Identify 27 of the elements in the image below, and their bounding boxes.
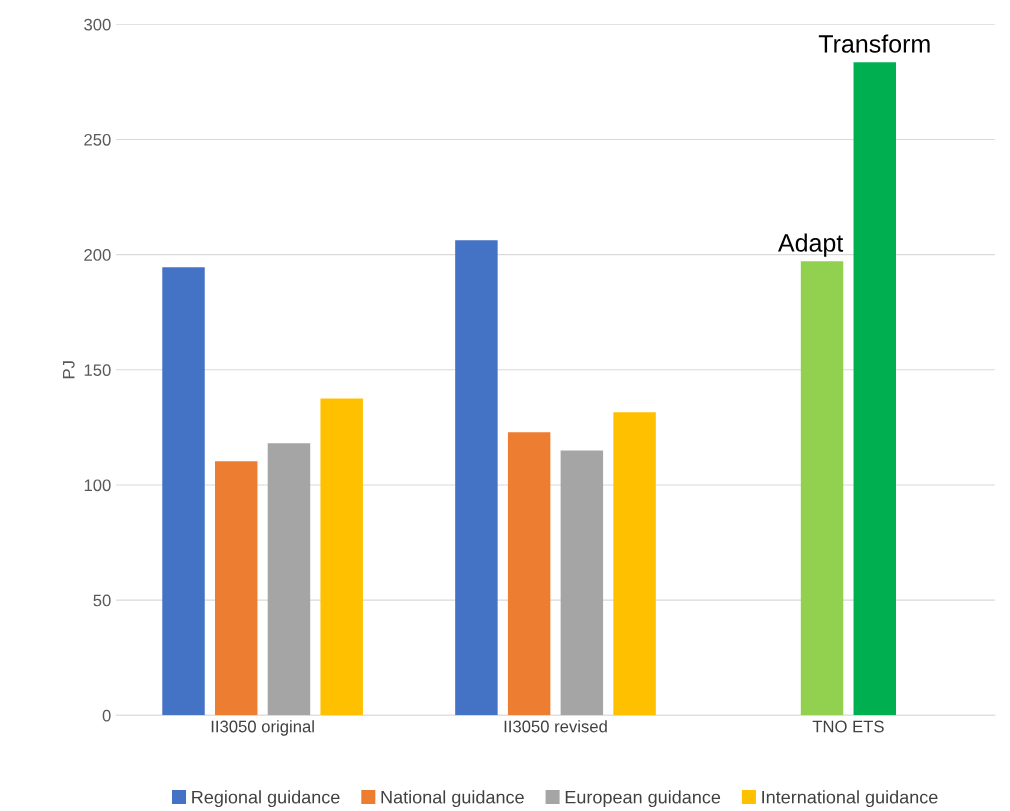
series-label: Transform [818,34,930,53]
bar [800,261,844,716]
y-axis-title: PJ [63,361,75,379]
legend-label: European guidance [565,790,721,808]
bar [853,62,896,716]
x-tick-label: II3050 original [211,720,314,736]
bar [267,443,311,716]
legend-label: Regional guidance [192,790,340,808]
y-tick-label: 0 [102,709,111,722]
series-label: Adapt [778,233,844,257]
y-tick-label: 150 [84,364,111,377]
legend-label: National guidance [381,790,524,808]
bar [162,267,205,716]
y-tick-label: 250 [84,133,111,146]
x-tick-label: TNO ETS [812,720,884,733]
bar [455,240,498,716]
bar [320,398,363,716]
y-tick-label: 200 [84,249,111,261]
y-tick-label: 50 [93,594,111,607]
x-tick-label: II3050 revised [504,720,607,733]
bar [215,461,258,716]
y-tick-label: 300 [84,18,111,31]
y-tick-label: 100 [84,479,111,492]
bar [560,450,604,716]
bar [507,432,551,716]
bar [613,412,656,716]
legend-label: International guidance [762,790,938,808]
